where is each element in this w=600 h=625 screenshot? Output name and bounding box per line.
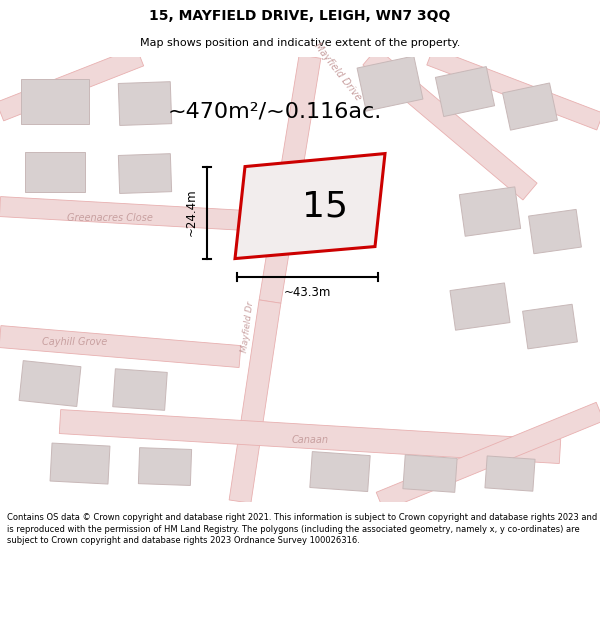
Text: Mayfield Dr: Mayfield Dr — [241, 301, 256, 352]
Polygon shape — [0, 48, 143, 121]
Polygon shape — [450, 283, 510, 330]
Polygon shape — [436, 67, 494, 116]
Text: Cayhill Grove: Cayhill Grove — [43, 336, 107, 346]
Polygon shape — [139, 448, 191, 486]
Polygon shape — [0, 197, 266, 231]
Text: 15: 15 — [302, 189, 348, 223]
Polygon shape — [363, 48, 537, 200]
Polygon shape — [50, 443, 110, 484]
Polygon shape — [460, 187, 521, 236]
Polygon shape — [59, 409, 561, 464]
Text: Contains OS data © Crown copyright and database right 2021. This information is : Contains OS data © Crown copyright and d… — [7, 513, 598, 546]
Polygon shape — [19, 361, 81, 406]
Polygon shape — [25, 151, 85, 191]
Polygon shape — [376, 402, 600, 511]
Polygon shape — [403, 455, 457, 493]
Polygon shape — [427, 48, 600, 130]
Polygon shape — [523, 304, 577, 349]
Text: Map shows position and indicative extent of the property.: Map shows position and indicative extent… — [140, 38, 460, 48]
Polygon shape — [113, 369, 167, 411]
Text: ~24.4m: ~24.4m — [185, 189, 197, 236]
Text: Mayfield Drive: Mayfield Drive — [313, 41, 364, 102]
Text: ~470m²/~0.116ac.: ~470m²/~0.116ac. — [168, 101, 382, 121]
Text: Canaan: Canaan — [292, 434, 329, 444]
Polygon shape — [0, 326, 241, 367]
Polygon shape — [21, 79, 89, 124]
Polygon shape — [229, 300, 281, 503]
Polygon shape — [503, 83, 557, 130]
Text: 15, MAYFIELD DRIVE, LEIGH, WN7 3QQ: 15, MAYFIELD DRIVE, LEIGH, WN7 3QQ — [149, 9, 451, 24]
Text: Greenacres Close: Greenacres Close — [67, 213, 153, 222]
Polygon shape — [310, 452, 370, 491]
Polygon shape — [259, 55, 321, 303]
Polygon shape — [357, 56, 423, 111]
Polygon shape — [529, 209, 581, 254]
Polygon shape — [118, 154, 172, 194]
Polygon shape — [485, 456, 535, 491]
Polygon shape — [118, 82, 172, 126]
Polygon shape — [235, 154, 385, 259]
Text: ~43.3m: ~43.3m — [284, 286, 331, 299]
